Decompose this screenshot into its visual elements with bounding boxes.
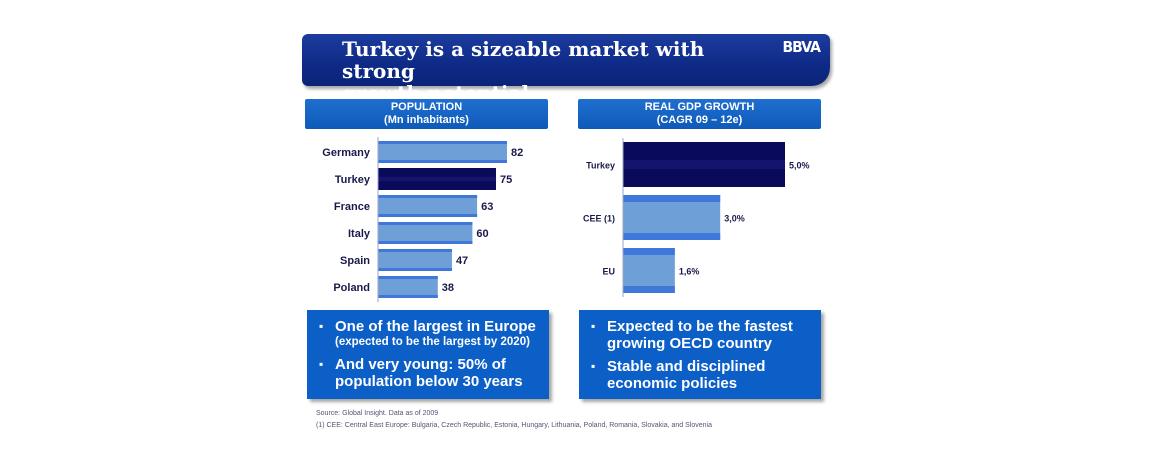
gdp-bullet-2: ▪ Stable and disciplined economic polici… [591, 358, 811, 392]
bullet-square-icon: ▪ [319, 357, 324, 371]
bar-sheen-turkey [378, 176, 496, 182]
gdp-bullet-2-text: Stable and disciplined economic policies [607, 358, 766, 392]
gdp-header-line-2: (CAGR 09 – 12e) [656, 114, 743, 126]
population-info-box: ▪ One of the largest in Europe (expected… [307, 310, 549, 399]
population-header: POPULATION (Mn inhabitants) [305, 99, 548, 129]
value-label-eu: 1,6% [679, 267, 700, 277]
population-bullet-2-text: And very young: 50% of population below … [335, 356, 523, 390]
category-label-poland: Poland [333, 282, 370, 294]
population-bullet-1-text: One of the largest in Europe [335, 318, 536, 335]
bar-bottom-edge-cee-1 [623, 233, 721, 240]
category-label-germany: Germany [322, 147, 371, 159]
slide-title: Turkey is a sizeable market with strong … [342, 38, 742, 104]
population-header-line-2: (Mn inhabitants) [384, 114, 469, 126]
bar-top-edge-cee-1 [623, 195, 721, 202]
category-label-spain: Spain [340, 255, 370, 267]
bar-top-edge-eu [623, 248, 675, 255]
bar-france [378, 195, 478, 217]
bar-bottom-edge-poland [378, 295, 438, 298]
bar-top-edge-italy [378, 222, 473, 225]
bbva-logo: BBVA [782, 39, 821, 57]
value-label-germany: 82 [511, 147, 523, 159]
bar-bottom-edge-italy [378, 241, 473, 244]
value-label-italy: 60 [476, 228, 488, 240]
value-label-poland: 38 [442, 282, 454, 294]
source-note: Source: Global Insight. Data as of 2009 [316, 410, 439, 417]
population-bullet-2: ▪ And very young: 50% of population belo… [319, 356, 539, 390]
slide-title-line-2: growth potential [342, 81, 530, 105]
bar-bottom-edge-france [378, 214, 478, 217]
bar-top-edge-poland [378, 276, 438, 279]
bar-poland [378, 276, 438, 298]
category-label-turkey: Turkey [586, 161, 615, 171]
gdp-header: REAL GDP GROWTH (CAGR 09 – 12e) [578, 99, 821, 129]
bullet-square-icon: ▪ [319, 319, 324, 333]
category-label-cee-1: CEE (1) [583, 214, 615, 224]
bar-top-edge-spain [378, 249, 452, 252]
bar-cee-1 [623, 195, 721, 240]
category-label-france: France [334, 201, 370, 213]
gdp-bullet-1-text: Expected to be the fastest growing OECD … [607, 318, 793, 352]
cee-footnote: (1) CEE: Central East Europe: Bulgaria, … [316, 422, 712, 429]
bar-bottom-edge-spain [378, 268, 452, 271]
category-label-eu: EU [602, 267, 615, 277]
title-banner: Turkey is a sizeable market with strong … [302, 34, 830, 104]
bullet-square-icon: ▪ [591, 319, 596, 333]
population-bullet-1: ▪ One of the largest in Europe (expected… [319, 318, 539, 350]
population-chart: Germany 82 Turkey 75 France 63 Italy 60 Spain 47 P… [322, 137, 523, 302]
bar-bottom-edge-eu [623, 286, 675, 293]
population-bullet-1-sub: (expected to be the largest by 2020) [335, 336, 530, 348]
bar-spain [378, 249, 452, 271]
value-label-turkey: 5,0% [789, 161, 810, 171]
gdp-header-line-1: REAL GDP GROWTH [644, 101, 755, 113]
category-label-italy: Italy [348, 228, 371, 240]
value-label-spain: 47 [456, 255, 468, 267]
gdp-bullet-1: ▪ Expected to be the fastest growing OEC… [591, 318, 811, 352]
bar-top-edge-germany [378, 141, 507, 144]
slide-title-line-1: Turkey is a sizeable market with strong [342, 37, 705, 83]
category-label-turkey: Turkey [335, 174, 371, 186]
gdp-growth-chart: Turkey 5,0% CEE (1) 3,0% EU 1,6% [583, 138, 810, 297]
value-label-turkey: 75 [500, 174, 512, 186]
bar-top-edge-france [378, 195, 478, 198]
bar-eu [623, 248, 675, 293]
value-label-cee-1: 3,0% [724, 214, 745, 224]
population-header-line-1: POPULATION [390, 101, 463, 113]
bar-italy [378, 222, 473, 244]
value-label-france: 63 [481, 201, 493, 213]
bullet-square-icon: ▪ [591, 359, 596, 373]
bar-sheen-turkey [623, 160, 785, 169]
bar-bottom-edge-germany [378, 160, 507, 163]
gdp-info-box: ▪ Expected to be the fastest growing OEC… [579, 310, 821, 399]
bar-germany [378, 141, 507, 163]
